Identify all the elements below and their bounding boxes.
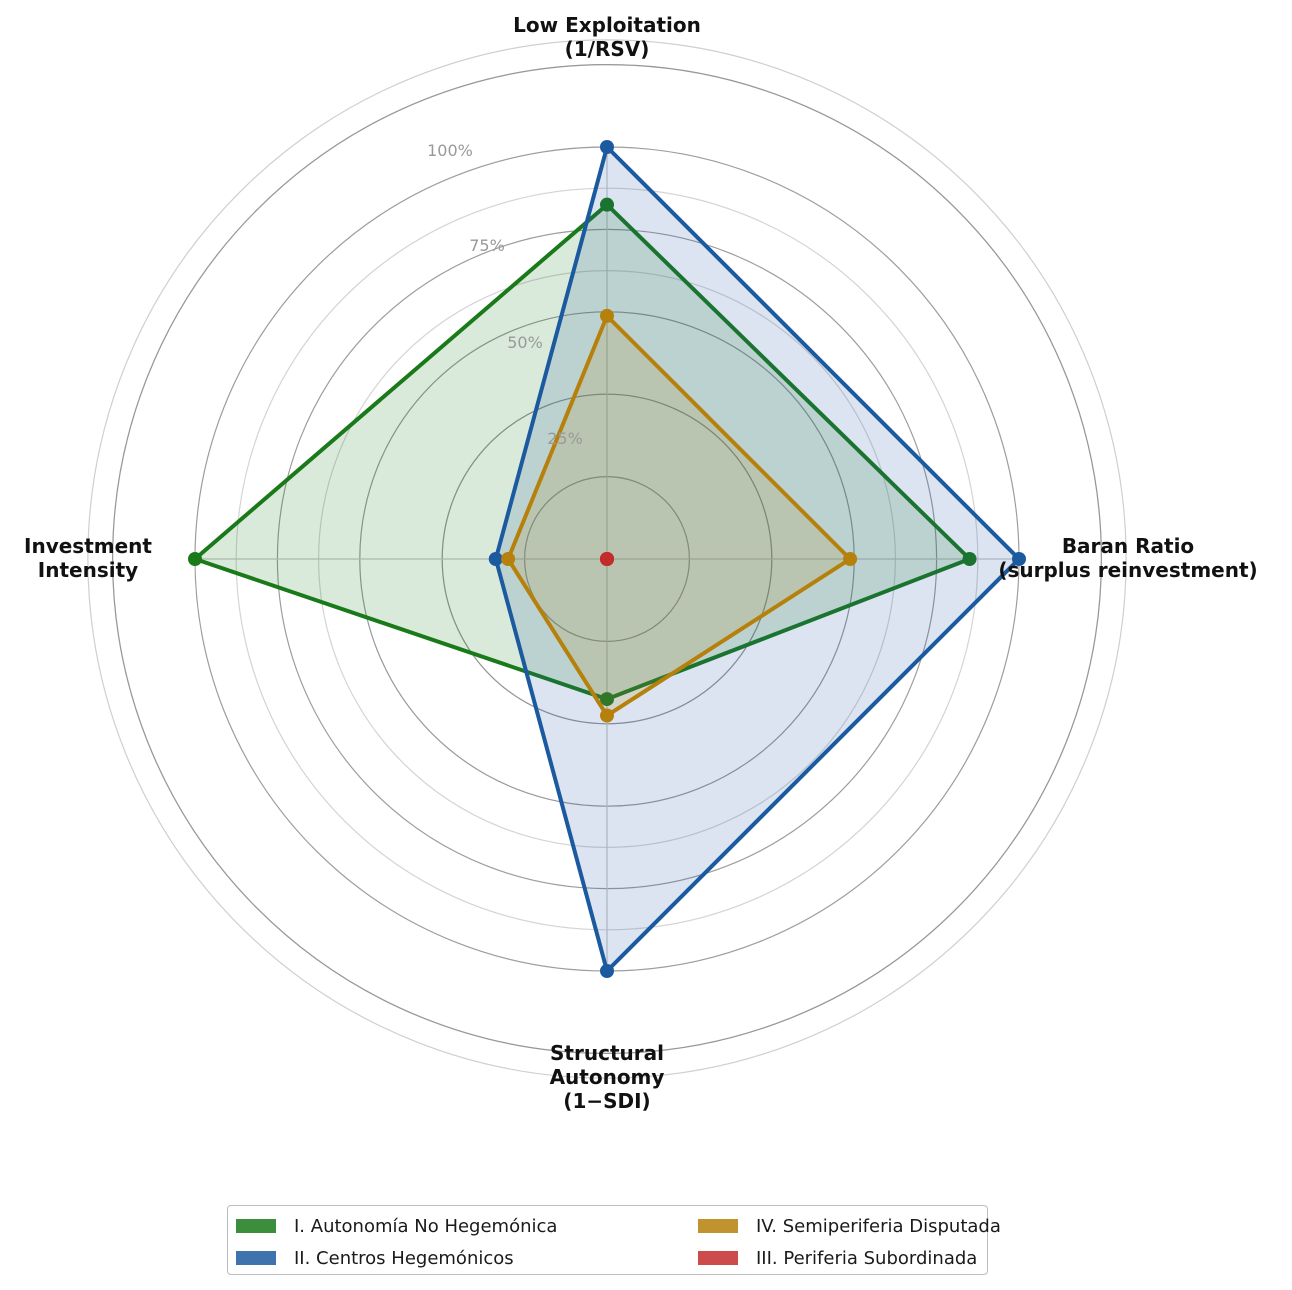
axis-label: Baran Ratio (surplus reinvestment) (998, 534, 1257, 582)
radial-tick-label: 75% (469, 236, 505, 255)
radial-tick-label: 25% (547, 429, 583, 448)
legend-label: III. Periferia Subordinada (756, 1247, 978, 1269)
series-area (495, 147, 1019, 971)
legend-item: III. Periferia Subordinada (698, 1242, 1001, 1274)
legend-label: I. Autonomía No Hegemónica (294, 1215, 558, 1237)
series-area (195, 204, 970, 700)
series-point (488, 552, 503, 566)
legend-label: II. Centros Hegemónicos (294, 1247, 514, 1269)
series-area (508, 315, 851, 716)
legend-swatch (698, 1251, 738, 1265)
series-point (600, 197, 614, 212)
axis-label: Low Exploitation (1/RSV) (513, 13, 701, 61)
axis-label: Structural Autonomy (1−SDI) (550, 1041, 665, 1113)
series-point (501, 552, 516, 566)
radial-tick-label: 50% (507, 333, 543, 352)
series-point (600, 552, 614, 566)
radial-tick-label: 100% (427, 141, 473, 160)
series-point (600, 692, 614, 707)
series-point (600, 140, 614, 154)
legend-swatch (236, 1219, 276, 1233)
legend-item: IV. Semiperiferia Disputada (698, 1210, 1001, 1242)
series-point (188, 552, 202, 566)
grid-ring (112, 64, 1102, 1054)
legend-swatch (698, 1219, 738, 1233)
grid-ring-light (87, 39, 1127, 1079)
radial-tick-labels: 25% 50% 75% 100% (427, 141, 583, 448)
series-point (600, 964, 614, 978)
series-point (962, 552, 977, 566)
legend-item: I. Autonomía No Hegemónica (236, 1210, 698, 1242)
legend: I. Autonomía No Hegemónica IV. Semiperif… (227, 1205, 1001, 1275)
series-point (843, 552, 858, 566)
axis-label: Investment Intensity (24, 534, 152, 582)
legend-label: IV. Semiperiferia Disputada (756, 1215, 1001, 1237)
series-point (1012, 552, 1026, 566)
series-point (600, 708, 614, 723)
legend-swatch (236, 1251, 276, 1265)
legend-item: II. Centros Hegemónicos (236, 1242, 698, 1274)
axis-labels: Low Exploitation (1/RSV) Baran Ratio (surpl… (24, 13, 1258, 1113)
series-point (600, 308, 614, 323)
radar-series (188, 140, 1026, 978)
